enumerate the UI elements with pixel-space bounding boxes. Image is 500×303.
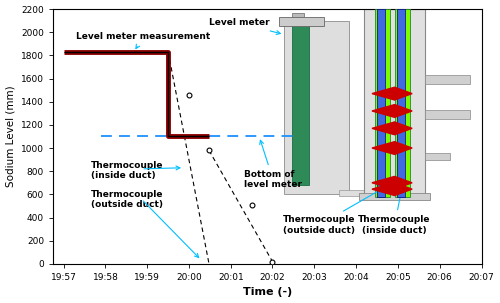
Text: Thermocouple
(outside duct): Thermocouple (outside duct) — [91, 190, 164, 209]
Text: Level meter measurement: Level meter measurement — [76, 32, 210, 48]
Polygon shape — [372, 176, 394, 189]
Polygon shape — [372, 142, 394, 155]
Polygon shape — [394, 176, 412, 189]
Bar — [424, 75, 470, 84]
Polygon shape — [372, 87, 394, 100]
Text: Level meter: Level meter — [209, 18, 281, 35]
Polygon shape — [372, 183, 394, 195]
Polygon shape — [394, 142, 412, 155]
Bar — [279, 17, 324, 26]
Polygon shape — [372, 122, 394, 135]
Bar — [364, 9, 424, 197]
Bar — [292, 21, 310, 185]
Bar — [360, 193, 430, 200]
Bar — [374, 9, 390, 197]
Polygon shape — [372, 105, 394, 117]
Bar — [377, 9, 384, 197]
Polygon shape — [394, 105, 412, 117]
Y-axis label: Sodium Level (mm): Sodium Level (mm) — [6, 86, 16, 187]
Polygon shape — [394, 122, 412, 135]
Bar — [397, 9, 404, 197]
Text: Thermocouple
(inside duct): Thermocouple (inside duct) — [91, 161, 164, 180]
Bar — [394, 9, 409, 197]
X-axis label: Time (-): Time (-) — [242, 288, 292, 298]
Bar — [424, 110, 470, 119]
Text: Thermocouple
(inside duct): Thermocouple (inside duct) — [358, 191, 431, 235]
Polygon shape — [394, 87, 412, 100]
Bar — [424, 153, 450, 160]
Polygon shape — [394, 183, 412, 195]
Text: Bottom of
level meter: Bottom of level meter — [244, 140, 302, 189]
Bar — [340, 190, 390, 195]
Bar — [292, 12, 304, 17]
Bar — [284, 21, 350, 194]
Text: Thermocouple
(outside duct): Thermocouple (outside duct) — [283, 189, 381, 235]
